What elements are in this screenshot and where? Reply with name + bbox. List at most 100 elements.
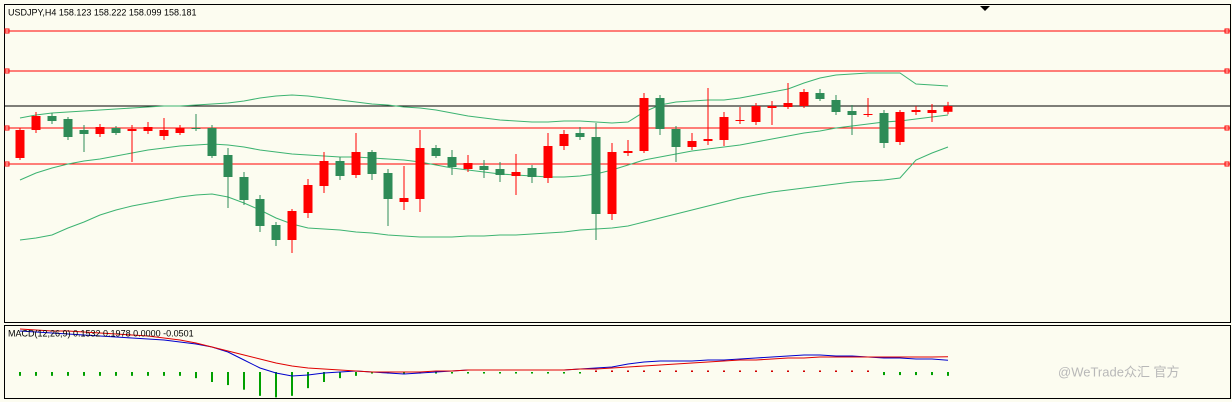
macd-histogram-bar (627, 370, 629, 372)
level-handle (4, 68, 10, 74)
candle-body (847, 111, 857, 115)
candle-body (47, 116, 57, 121)
level-handle (1224, 125, 1230, 131)
candle-body (287, 211, 297, 240)
macd-histogram-bar (835, 370, 837, 372)
macd-panel (4, 325, 1231, 399)
macd-histogram-bar (547, 372, 549, 374)
candle-body (367, 152, 377, 174)
macd-histogram-bar (531, 372, 533, 374)
macd-histogram-bar (259, 372, 261, 396)
candle-body (719, 117, 729, 140)
bollinger-band (19, 146, 949, 241)
level-handle (4, 161, 10, 167)
candle-body (15, 130, 25, 158)
candle-body (895, 112, 905, 142)
candle-body (911, 110, 921, 112)
candle-body (415, 148, 425, 199)
macd-histogram-bar (19, 372, 21, 376)
candle-body (639, 98, 649, 151)
candle-body (591, 137, 601, 214)
candle-body (783, 103, 793, 107)
candle-body (927, 110, 937, 113)
macd-histogram-bar (211, 372, 213, 382)
macd-histogram-bar (867, 370, 869, 372)
candle-body (495, 169, 505, 175)
candle-body (335, 161, 345, 176)
candle-body (303, 185, 313, 213)
candle-body (735, 120, 745, 121)
level-handle (1224, 68, 1230, 74)
macd-histogram-bar (851, 370, 853, 372)
candle-body (575, 133, 585, 137)
candle-body (815, 93, 825, 99)
candle-body (447, 157, 457, 167)
macd-histogram-bar (275, 372, 277, 398)
macd-histogram-bar (51, 372, 53, 376)
candle-body (431, 148, 441, 156)
macd-histogram-bar (563, 372, 565, 374)
candle-body (559, 134, 569, 146)
macd-histogram-bar (723, 370, 725, 372)
macd-histogram-bar (819, 370, 821, 372)
macd-histogram-bar (915, 372, 917, 376)
candle-body (255, 199, 265, 226)
macd-histogram-bar (131, 372, 133, 376)
candle-body (687, 141, 697, 147)
macd-histogram-bar (755, 370, 757, 372)
macd-histogram-bar (899, 372, 901, 376)
macd-histogram-bar (435, 372, 437, 374)
macd-histogram-bar (243, 372, 245, 390)
macd-histogram-bar (499, 372, 501, 374)
macd-histogram-bar (467, 372, 469, 374)
macd-histogram-bar (371, 372, 373, 374)
candle-body (111, 128, 121, 133)
candle-body (831, 100, 841, 112)
candle-body (943, 106, 953, 112)
macd-histogram-bar (483, 372, 485, 374)
candle-body (31, 116, 41, 130)
macd-histogram-bar (163, 372, 165, 376)
watermark: @WeTrade众汇 官方 (1058, 364, 1180, 379)
candle-body (351, 152, 361, 175)
candle-body (63, 119, 73, 137)
candle-body (399, 198, 409, 202)
candle-body (703, 139, 713, 141)
macd-title: MACD(12,26,9) 0.1532 0.1978 0.0000 -0.05… (8, 328, 194, 338)
level-handle (1224, 28, 1230, 34)
candle-body (479, 166, 489, 170)
macd-histogram-bar (195, 372, 197, 379)
macd-histogram-bar (803, 370, 805, 372)
macd-histogram-bar (147, 372, 149, 376)
macd-histogram-bar (771, 370, 773, 372)
shift-marker (980, 6, 990, 11)
macd-histogram-bar (675, 370, 677, 372)
macd-histogram-bar (227, 372, 229, 386)
candle-body (527, 168, 537, 177)
candle-body (799, 92, 809, 106)
macd-histogram-bar (611, 370, 613, 372)
candle-body (223, 155, 233, 177)
macd-layer (19, 328, 949, 398)
macd-histogram-bar (931, 372, 933, 376)
candle-body (543, 146, 553, 178)
price-layer (4, 28, 1230, 253)
candle-body (863, 114, 873, 115)
candle-body (95, 127, 105, 134)
candle-body (879, 113, 889, 143)
macd-histogram-bar (787, 370, 789, 372)
macd-histogram-bar (67, 372, 69, 376)
macd-histogram-bar (643, 370, 645, 372)
candle-body (143, 127, 153, 131)
macd-line (19, 328, 949, 373)
macd-histogram-bar (595, 370, 597, 372)
candle-body (751, 106, 761, 122)
candle-body (175, 128, 185, 133)
macd-histogram-bar (339, 372, 341, 379)
candle-body (79, 130, 89, 134)
macd-histogram-bar (691, 370, 693, 372)
macd-histogram-bar (739, 370, 741, 372)
macd-histogram-bar (883, 372, 885, 376)
candle-body (159, 130, 169, 136)
